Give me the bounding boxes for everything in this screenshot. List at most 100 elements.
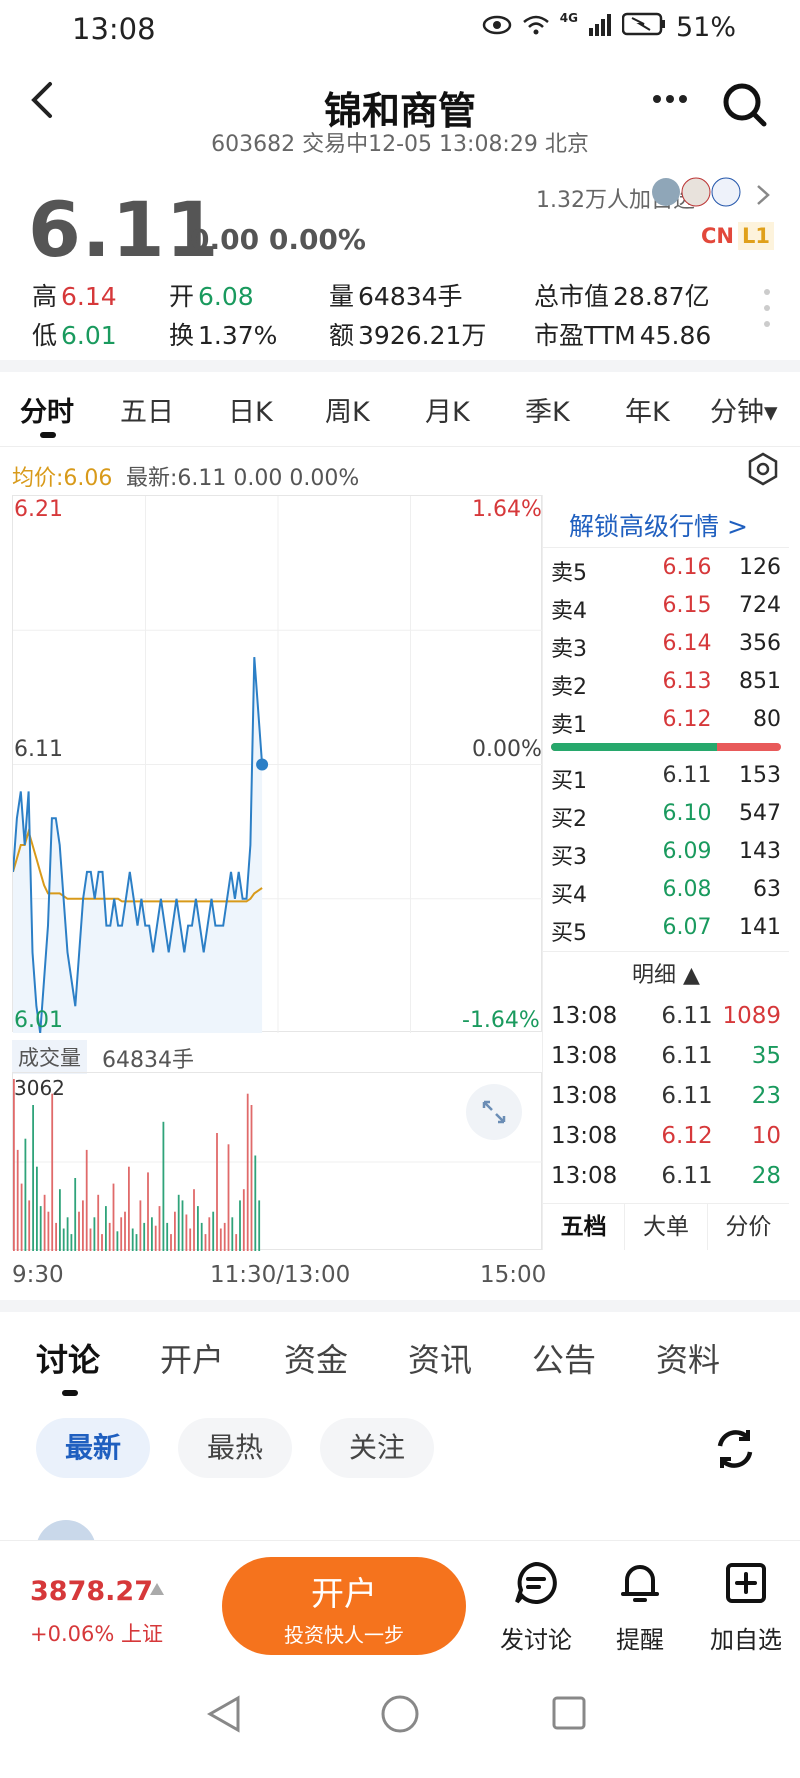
volume-bar <box>62 1228 65 1251</box>
eye-icon <box>482 12 512 43</box>
ob-divider <box>543 951 789 952</box>
volume-bar <box>139 1200 142 1251</box>
time-label-open: 9:30 <box>12 1262 64 1288</box>
post-discussion-button[interactable]: 发讨论 <box>496 1560 576 1655</box>
unlock-advanced-link[interactable]: 解锁高级行情 > <box>569 512 748 541</box>
add-watchlist-label: 加自选 <box>710 1626 782 1654</box>
watcher-avatars[interactable] <box>652 176 744 208</box>
volume-bar <box>112 1183 115 1251</box>
status-icons: 4G 51% <box>482 11 736 43</box>
volume-chart <box>12 1072 543 1251</box>
chevron-right-icon[interactable] <box>756 184 770 210</box>
time-label-mid: 11:30/13:00 <box>210 1262 351 1288</box>
tab-five-levels[interactable]: 五档 <box>543 1204 626 1250</box>
volume-bar <box>97 1194 100 1251</box>
volume-bar <box>20 1183 23 1251</box>
tab-discussion[interactable]: 讨论 <box>36 1341 101 1379</box>
open-stat: 开 6.08 <box>169 282 254 311</box>
index-change[interactable]: +0.06% 上证 <box>30 1622 163 1646</box>
volume-bar <box>193 1189 195 1251</box>
volume-bar <box>24 1138 27 1251</box>
expand-icon[interactable] <box>466 1084 522 1140</box>
tab-day-k[interactable]: 日K <box>228 397 273 428</box>
avg-price-line <box>12 828 263 903</box>
filter-following[interactable]: 关注 <box>320 1418 434 1478</box>
low-stat: 低 6.01 <box>32 321 117 350</box>
index-value[interactable]: 3878.27 <box>30 1576 153 1607</box>
search-icon[interactable] <box>722 82 768 132</box>
back-icon[interactable] <box>26 80 58 124</box>
current-price: 6.11 <box>28 185 220 274</box>
volume-bar <box>128 1166 130 1251</box>
volume-bar <box>242 1189 245 1251</box>
more-icon[interactable] <box>652 90 688 109</box>
tab-quarter-k[interactable]: 季K <box>525 397 570 428</box>
tab-profile[interactable]: 资料 <box>656 1341 721 1379</box>
turnover-stat: 换 1.37% <box>169 321 278 350</box>
filter-hot[interactable]: 最热 <box>178 1418 292 1478</box>
post-discussion-label: 发讨论 <box>500 1626 572 1654</box>
bid-row: 买5 6.07 141 <box>551 915 781 946</box>
header: 锦和商管 603682 交易中12-05 13:08:29 北京 <box>0 60 800 165</box>
detail-toggle[interactable]: 明细 ▲ <box>632 963 700 988</box>
ask-row: 卖4 6.15 724 <box>551 593 781 624</box>
tab-year-k[interactable]: 年K <box>625 397 670 428</box>
tab-intraday[interactable]: 分时 <box>20 397 74 428</box>
volume-bars-svg <box>13 1079 543 1251</box>
volume-bar <box>219 1228 222 1251</box>
axis-price-mid: 6.11 <box>14 737 63 762</box>
tab-open-account[interactable]: 开户 <box>160 1341 225 1379</box>
tab-news[interactable]: 资讯 <box>408 1341 473 1379</box>
alert-button[interactable]: 提醒 <box>600 1560 680 1655</box>
volume-bar <box>151 1217 153 1251</box>
stock-subtitle: 603682 交易中12-05 13:08:29 北京 <box>211 132 589 157</box>
volume-bar <box>70 1234 73 1251</box>
status-time: 13:08 <box>72 12 156 46</box>
volume-bar <box>235 1234 238 1251</box>
axis-pct-bottom: -1.64% <box>462 1008 540 1033</box>
volume-bar <box>85 1149 88 1251</box>
volume-bar <box>135 1234 138 1251</box>
tab-announcements[interactable]: 公告 <box>532 1341 597 1379</box>
volume-max-label: 3062 <box>14 1076 65 1100</box>
volume-bar <box>212 1211 215 1251</box>
intraday-chart[interactable] <box>12 495 543 1034</box>
refresh-icon[interactable] <box>712 1426 758 1476</box>
tab-five-day[interactable]: 五日 <box>120 397 174 428</box>
tab-minute[interactable]: 分钟▾ <box>710 397 778 428</box>
volume-bar <box>74 1178 77 1251</box>
tick-row: 13:08 6.11 35 <box>551 1043 781 1069</box>
volume-label: 成交量 <box>12 1040 87 1074</box>
bell-icon <box>621 1565 659 1602</box>
volume-bar <box>116 1231 119 1251</box>
nav-home-icon[interactable] <box>380 1694 420 1738</box>
tab-month-k[interactable]: 月K <box>425 397 470 428</box>
bid-row: 买2 6.10 547 <box>551 801 781 832</box>
nav-recents-icon[interactable] <box>552 1696 586 1734</box>
vertical-more-icon[interactable] <box>763 288 771 332</box>
tab-price-distribution[interactable]: 分价 <box>725 1214 772 1240</box>
volume-bar <box>124 1211 126 1251</box>
nav-back-icon[interactable] <box>206 1694 242 1738</box>
cn-badge: CN <box>701 224 734 248</box>
volume-bar <box>108 1222 111 1251</box>
open-account-button[interactable]: 开户 投资快人一步 <box>222 1557 466 1655</box>
filter-latest[interactable]: 最新 <box>36 1418 150 1478</box>
axis-price-bottom: 6.01 <box>14 1008 63 1033</box>
volume-bar <box>162 1121 165 1251</box>
price-chart-svg <box>12 496 543 1034</box>
price-line <box>12 657 264 1034</box>
stock-name: 锦和商管 <box>323 89 476 133</box>
volume-bar <box>154 1225 157 1251</box>
volume-bar <box>39 1206 42 1251</box>
tick-row: 13:08 6.11 28 <box>551 1163 781 1189</box>
axis-price-top: 6.21 <box>14 497 63 522</box>
tab-funds[interactable]: 资金 <box>284 1341 349 1379</box>
add-watchlist-button[interactable]: 加自选 <box>706 1560 786 1655</box>
tab-large-orders[interactable]: 大单 <box>625 1204 708 1250</box>
tab-week-k[interactable]: 周K <box>325 397 370 428</box>
volume-bar <box>258 1200 261 1251</box>
amount-stat: 额 3926.21万 <box>329 321 487 350</box>
settings-icon[interactable] <box>746 452 780 490</box>
alert-label: 提醒 <box>616 1626 664 1654</box>
